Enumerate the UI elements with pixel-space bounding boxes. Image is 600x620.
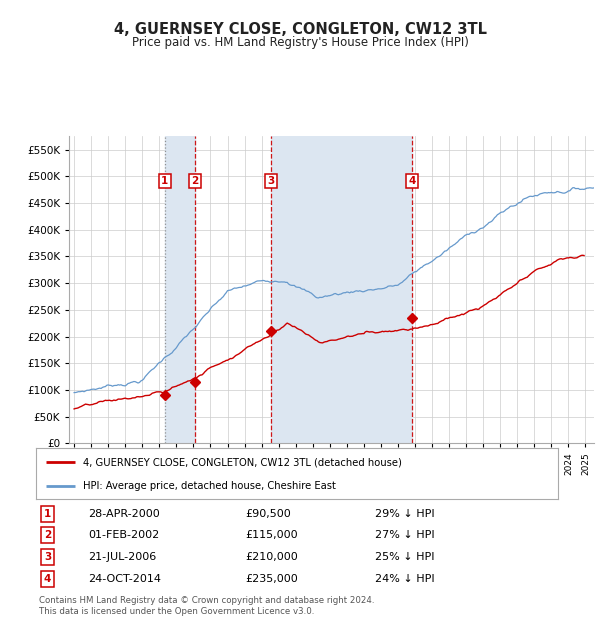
Text: 4, GUERNSEY CLOSE, CONGLETON, CW12 3TL (detached house): 4, GUERNSEY CLOSE, CONGLETON, CW12 3TL (…	[83, 458, 402, 467]
Text: 1: 1	[44, 508, 51, 519]
Text: £90,500: £90,500	[245, 508, 290, 519]
Text: 1: 1	[161, 176, 169, 186]
Text: 4: 4	[408, 176, 415, 186]
Text: 2: 2	[191, 176, 199, 186]
Bar	[165, 136, 195, 443]
Text: £235,000: £235,000	[245, 574, 298, 584]
Text: Price paid vs. HM Land Registry's House Price Index (HPI): Price paid vs. HM Land Registry's House …	[131, 36, 469, 49]
Text: 3: 3	[268, 176, 275, 186]
Text: 24-OCT-2014: 24-OCT-2014	[88, 574, 161, 584]
Text: 25% ↓ HPI: 25% ↓ HPI	[376, 552, 435, 562]
Text: HPI: Average price, detached house, Cheshire East: HPI: Average price, detached house, Ches…	[83, 481, 336, 492]
Text: 3: 3	[44, 552, 51, 562]
Text: 27% ↓ HPI: 27% ↓ HPI	[376, 529, 435, 540]
Text: 2: 2	[44, 529, 51, 540]
Text: 4: 4	[44, 574, 51, 584]
Text: 21-JUL-2006: 21-JUL-2006	[88, 552, 157, 562]
Text: £115,000: £115,000	[245, 529, 298, 540]
Text: 4, GUERNSEY CLOSE, CONGLETON, CW12 3TL: 4, GUERNSEY CLOSE, CONGLETON, CW12 3TL	[113, 22, 487, 37]
Text: 28-APR-2000: 28-APR-2000	[88, 508, 160, 519]
Text: 01-FEB-2002: 01-FEB-2002	[88, 529, 160, 540]
Bar	[271, 136, 412, 443]
Text: 24% ↓ HPI: 24% ↓ HPI	[376, 574, 435, 584]
Text: 29% ↓ HPI: 29% ↓ HPI	[376, 508, 435, 519]
Text: £210,000: £210,000	[245, 552, 298, 562]
Text: Contains HM Land Registry data © Crown copyright and database right 2024.
This d: Contains HM Land Registry data © Crown c…	[39, 596, 374, 616]
